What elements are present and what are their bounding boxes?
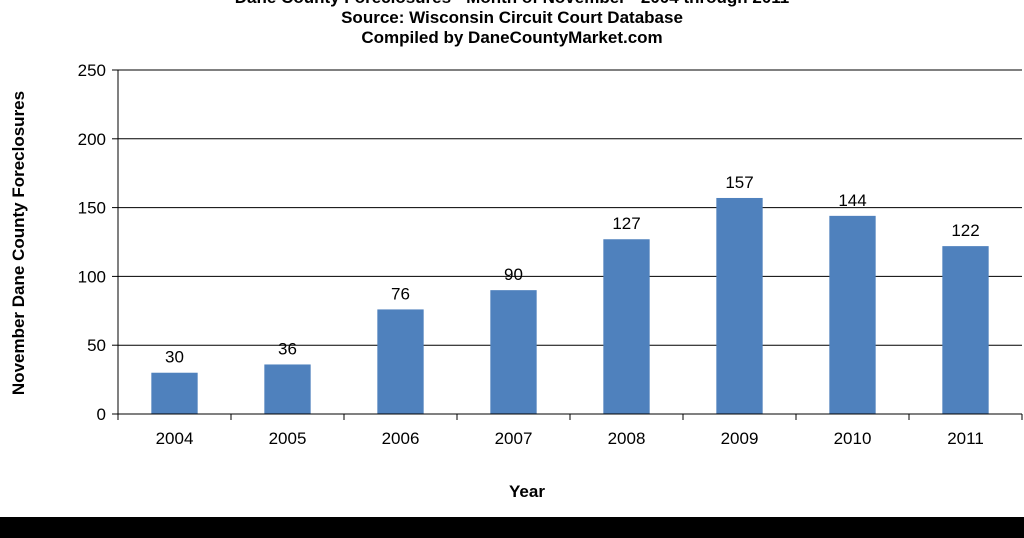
- data-label-2005: 36: [278, 339, 297, 358]
- chart-title-line-1: Dane County Foreclosures - Month of Nove…: [0, 0, 1024, 8]
- data-label-2009: 157: [725, 173, 753, 192]
- x-tick-label-2006: 2006: [382, 429, 420, 448]
- data-labels: 30 36 76 90 127 157 144 122: [165, 173, 980, 367]
- y-tick-label: 50: [87, 336, 106, 355]
- x-tick-label-2010: 2010: [834, 429, 872, 448]
- y-axis-title: November Dane County Foreclosures: [9, 91, 28, 395]
- bar-2005: [264, 364, 311, 414]
- data-label-2006: 76: [391, 284, 410, 303]
- bar-chart: 0 50 100 150 200 250 2004 2005 2006 2007 2008 2009 2…: [9, 61, 1023, 501]
- x-tick-label-2004: 2004: [156, 429, 194, 448]
- x-tick-label-2007: 2007: [495, 429, 533, 448]
- bar-2009: [716, 197, 763, 414]
- bar-2007: [490, 290, 537, 414]
- x-axis-title: Year: [509, 482, 545, 501]
- data-label-2010: 144: [838, 191, 866, 210]
- x-tick-label-2009: 2009: [721, 429, 759, 448]
- chart-title-line-3: Compiled by DaneCountyMarket.com: [361, 28, 663, 47]
- x-tick-label-2005: 2005: [269, 429, 307, 448]
- x-tick-label-2011: 2011: [947, 429, 984, 448]
- footer-bar: [0, 517, 1024, 538]
- bar-2004: [151, 372, 198, 414]
- bars: [151, 197, 989, 414]
- y-tick-label: 100: [78, 267, 106, 286]
- x-tick-label-2008: 2008: [608, 429, 646, 448]
- y-tick-label: 200: [78, 130, 106, 149]
- chart-title-line-2: Source: Wisconsin Circuit Court Database: [341, 8, 683, 27]
- gridlines: [118, 69, 1022, 346]
- chart-title: Dane County Foreclosures - Month of Nove…: [0, 0, 1024, 48]
- data-label-2008: 127: [612, 214, 640, 233]
- bar-2006: [377, 309, 424, 414]
- bar-2010: [829, 215, 876, 414]
- y-tick-label: 150: [78, 199, 106, 218]
- bar-2011: [942, 246, 989, 414]
- bar-2008: [603, 239, 650, 414]
- data-label-2007: 90: [504, 265, 523, 284]
- y-tick-label: 0: [97, 405, 106, 424]
- y-tick-label: 250: [78, 61, 106, 80]
- data-label-2011: 122: [951, 221, 979, 240]
- data-label-2004: 30: [165, 348, 184, 367]
- axes: 0 50 100 150 200 250 2004 2005 2006 2007 2008 2009 2…: [78, 61, 1023, 448]
